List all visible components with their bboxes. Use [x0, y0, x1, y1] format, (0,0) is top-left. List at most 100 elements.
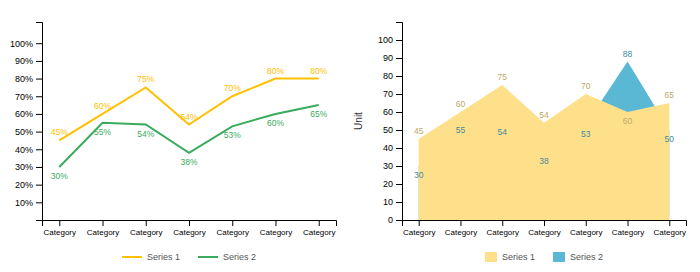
y-tick: 10% [15, 198, 42, 208]
x-tick-mark [628, 220, 629, 226]
x-tick-mark [59, 220, 60, 226]
data-label: 65 [665, 90, 675, 100]
x-tick: Category [173, 220, 205, 237]
x-tick: Category [217, 220, 249, 237]
y-tick-mark [36, 167, 42, 168]
data-label: 70 [581, 81, 591, 91]
y-tick-label: 100 [378, 35, 393, 45]
y-axis: 10%20%30%40%50%60%70%80%90%100% [10, 23, 43, 221]
y-tick-label: 80 [383, 71, 393, 81]
data-labels: 45%60%75%54%70%80%80%30%55%54%38%53%60%6… [51, 66, 328, 181]
x-tick: Category [612, 220, 644, 237]
x-tick-mark [669, 220, 670, 226]
y-tick-mark [396, 166, 402, 167]
data-label: 75 [498, 72, 508, 82]
legend-swatch [122, 256, 142, 258]
y-tick-mark [396, 76, 402, 77]
legend-swatch [553, 252, 565, 262]
y-tick-mark [396, 58, 402, 59]
x-tick: Category [487, 220, 519, 237]
x-tick-mark [146, 220, 147, 226]
y-tick: 60% [15, 109, 42, 119]
y-tick-mark [396, 130, 402, 131]
x-tick: Category [260, 220, 292, 237]
y-tick-label: 20 [383, 179, 393, 189]
y-tick: 40% [15, 145, 42, 155]
x-tick: Category [445, 220, 477, 237]
y-tick: 20 [383, 179, 402, 189]
y-tick-label: 80% [15, 74, 33, 84]
data-label: 88 [623, 49, 633, 59]
y-tick-mark [36, 202, 42, 203]
y-tick-label: 90% [15, 56, 33, 66]
data-label: 38 [539, 156, 549, 166]
x-tick: Category [44, 220, 76, 237]
y-tick: 70 [383, 89, 402, 99]
data-label: 54% [180, 112, 197, 122]
y-tick: 10 [383, 197, 402, 207]
y-tick-mark [396, 40, 402, 41]
plot-area [59, 79, 318, 167]
data-label: 54 [539, 110, 549, 120]
y-tick-label: 90 [383, 53, 393, 63]
legend-item: Series 2 [198, 252, 256, 262]
x-tick-mark [319, 220, 320, 226]
y-tick-label: 70 [383, 89, 393, 99]
x-tick-label: Category [487, 228, 519, 237]
legend-label: Series 2 [223, 252, 256, 262]
y-tick: 80 [383, 71, 402, 81]
x-tick-mark [189, 220, 190, 226]
y-tick: 60 [383, 107, 402, 117]
y-tick-mark [36, 79, 42, 80]
legend-item: Series 1 [122, 252, 180, 262]
x-tick-mark [419, 220, 420, 226]
legend-label: Series 1 [502, 252, 535, 262]
x-tick-label: Category [217, 228, 249, 237]
y-tick-label: 60 [383, 107, 393, 117]
y-tick-label: 10% [15, 198, 33, 208]
y-tick-label: 60% [15, 109, 33, 119]
x-tick-mark [275, 220, 276, 226]
chart-panel: 0102030405060708090100CategoryCategoryCa… [353, 23, 687, 263]
y-tick-mark [396, 148, 402, 149]
y-tick: 50% [15, 127, 42, 137]
x-tick-label: Category [303, 228, 335, 237]
data-label: 54 [498, 127, 508, 137]
x-axis: Category Category Category Category Category… [43, 220, 337, 237]
y-tick: 90 [383, 53, 402, 63]
y-axis: 0 10 20 30 40 50 60 70 80 90 100 [378, 23, 403, 226]
y-tick-mark [396, 112, 402, 113]
y-tick-mark [396, 184, 402, 185]
data-label: 55% [94, 127, 111, 137]
y-tick-label: 0 [388, 215, 393, 225]
x-tick-label: Category [445, 228, 477, 237]
y-tick-label: 50 [383, 125, 393, 135]
y-tick-label: 100% [10, 39, 33, 49]
chart-panel: 10%20%30%40%50%60%70%80%90%100%CategoryC… [10, 23, 337, 263]
data-label: 70% [224, 83, 241, 93]
data-label: 38% [180, 157, 197, 167]
area [419, 62, 670, 220]
y-tick: 30% [15, 162, 42, 172]
x-tick-mark [232, 220, 233, 226]
legend-item: Series 1 [485, 252, 535, 262]
y-tick-label: 30 [383, 161, 393, 171]
y-tick: 0 [388, 215, 402, 225]
x-tick-label: Category [403, 228, 435, 237]
data-label: 30 [414, 170, 424, 180]
data-label: 54% [137, 129, 154, 139]
line [59, 105, 318, 167]
x-tick: Category [528, 220, 560, 237]
x-tick-mark [502, 220, 503, 226]
data-label: 60% [94, 101, 111, 111]
x-tick-label: Category [44, 228, 76, 237]
y-tick-label: 40 [383, 143, 393, 153]
x-tick-label: Category [570, 228, 602, 237]
x-tick-label: Category [654, 228, 686, 237]
y-tick-label: 30% [15, 162, 33, 172]
x-axis: Category Category Category Category Category… [403, 220, 687, 237]
y-tick-mark [36, 43, 42, 44]
legend-item: Series 2 [553, 252, 603, 262]
y-axis-title: Unit [353, 112, 364, 130]
data-label: 30% [51, 171, 68, 181]
